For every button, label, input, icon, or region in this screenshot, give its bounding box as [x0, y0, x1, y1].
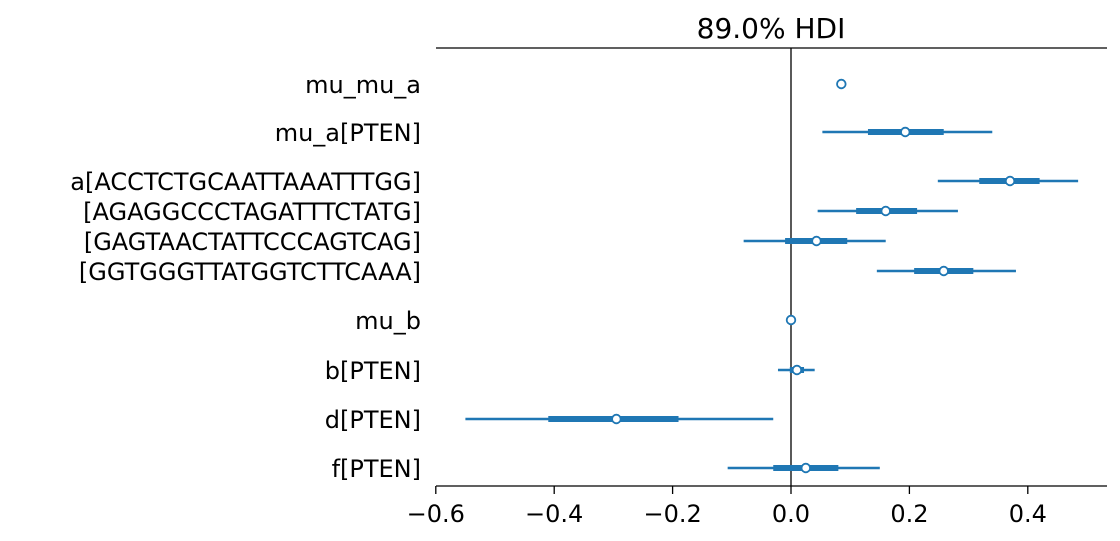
x-tick-label: 0.2 [890, 500, 928, 528]
y-label: f[PTEN] [332, 455, 421, 483]
mean-point [836, 78, 847, 90]
y-label: b[PTEN] [325, 357, 421, 385]
y-label: mu_b [355, 307, 421, 335]
mean-point [900, 126, 911, 138]
mean-point [938, 265, 949, 277]
y-axis-labels: mu_mu_a mu_a[PTEN] a[ACCTCTGCAATTAAATTTGG]… [70, 71, 421, 483]
y-label: a[ACCTCTGCAATTAAATTTGG] [70, 168, 421, 196]
y-label: mu_mu_a [305, 71, 421, 99]
mean-point [791, 364, 803, 376]
x-tick-label: −0.4 [525, 500, 583, 528]
y-label: [GAGTAACTATTCCCAGTCAG] [84, 228, 421, 256]
y-label: mu_a[PTEN] [275, 119, 421, 147]
chart-title: 89.0% HDI [697, 12, 846, 45]
interval-marks [465, 78, 1079, 474]
mean-point [800, 462, 812, 474]
x-tick-label: −0.2 [643, 500, 701, 528]
mean-point [611, 413, 622, 425]
y-label: d[PTEN] [325, 406, 421, 434]
mean-point [1004, 175, 1016, 187]
mean-point [811, 235, 822, 247]
y-label: [AGAGGCCCTAGATTTCTATG] [83, 198, 421, 226]
y-label: [GGTGGGTTATGGTCTTCAAA] [79, 258, 421, 286]
x-tick-label: −0.6 [407, 500, 465, 528]
mean-point [880, 205, 891, 217]
x-tick-label: 0.0 [772, 500, 810, 528]
x-tick-label: 0.4 [1009, 500, 1047, 528]
mean-point [785, 314, 797, 326]
x-axis-ticks: −0.6 −0.4 −0.2 0.0 0.2 0.4 [407, 486, 1047, 528]
